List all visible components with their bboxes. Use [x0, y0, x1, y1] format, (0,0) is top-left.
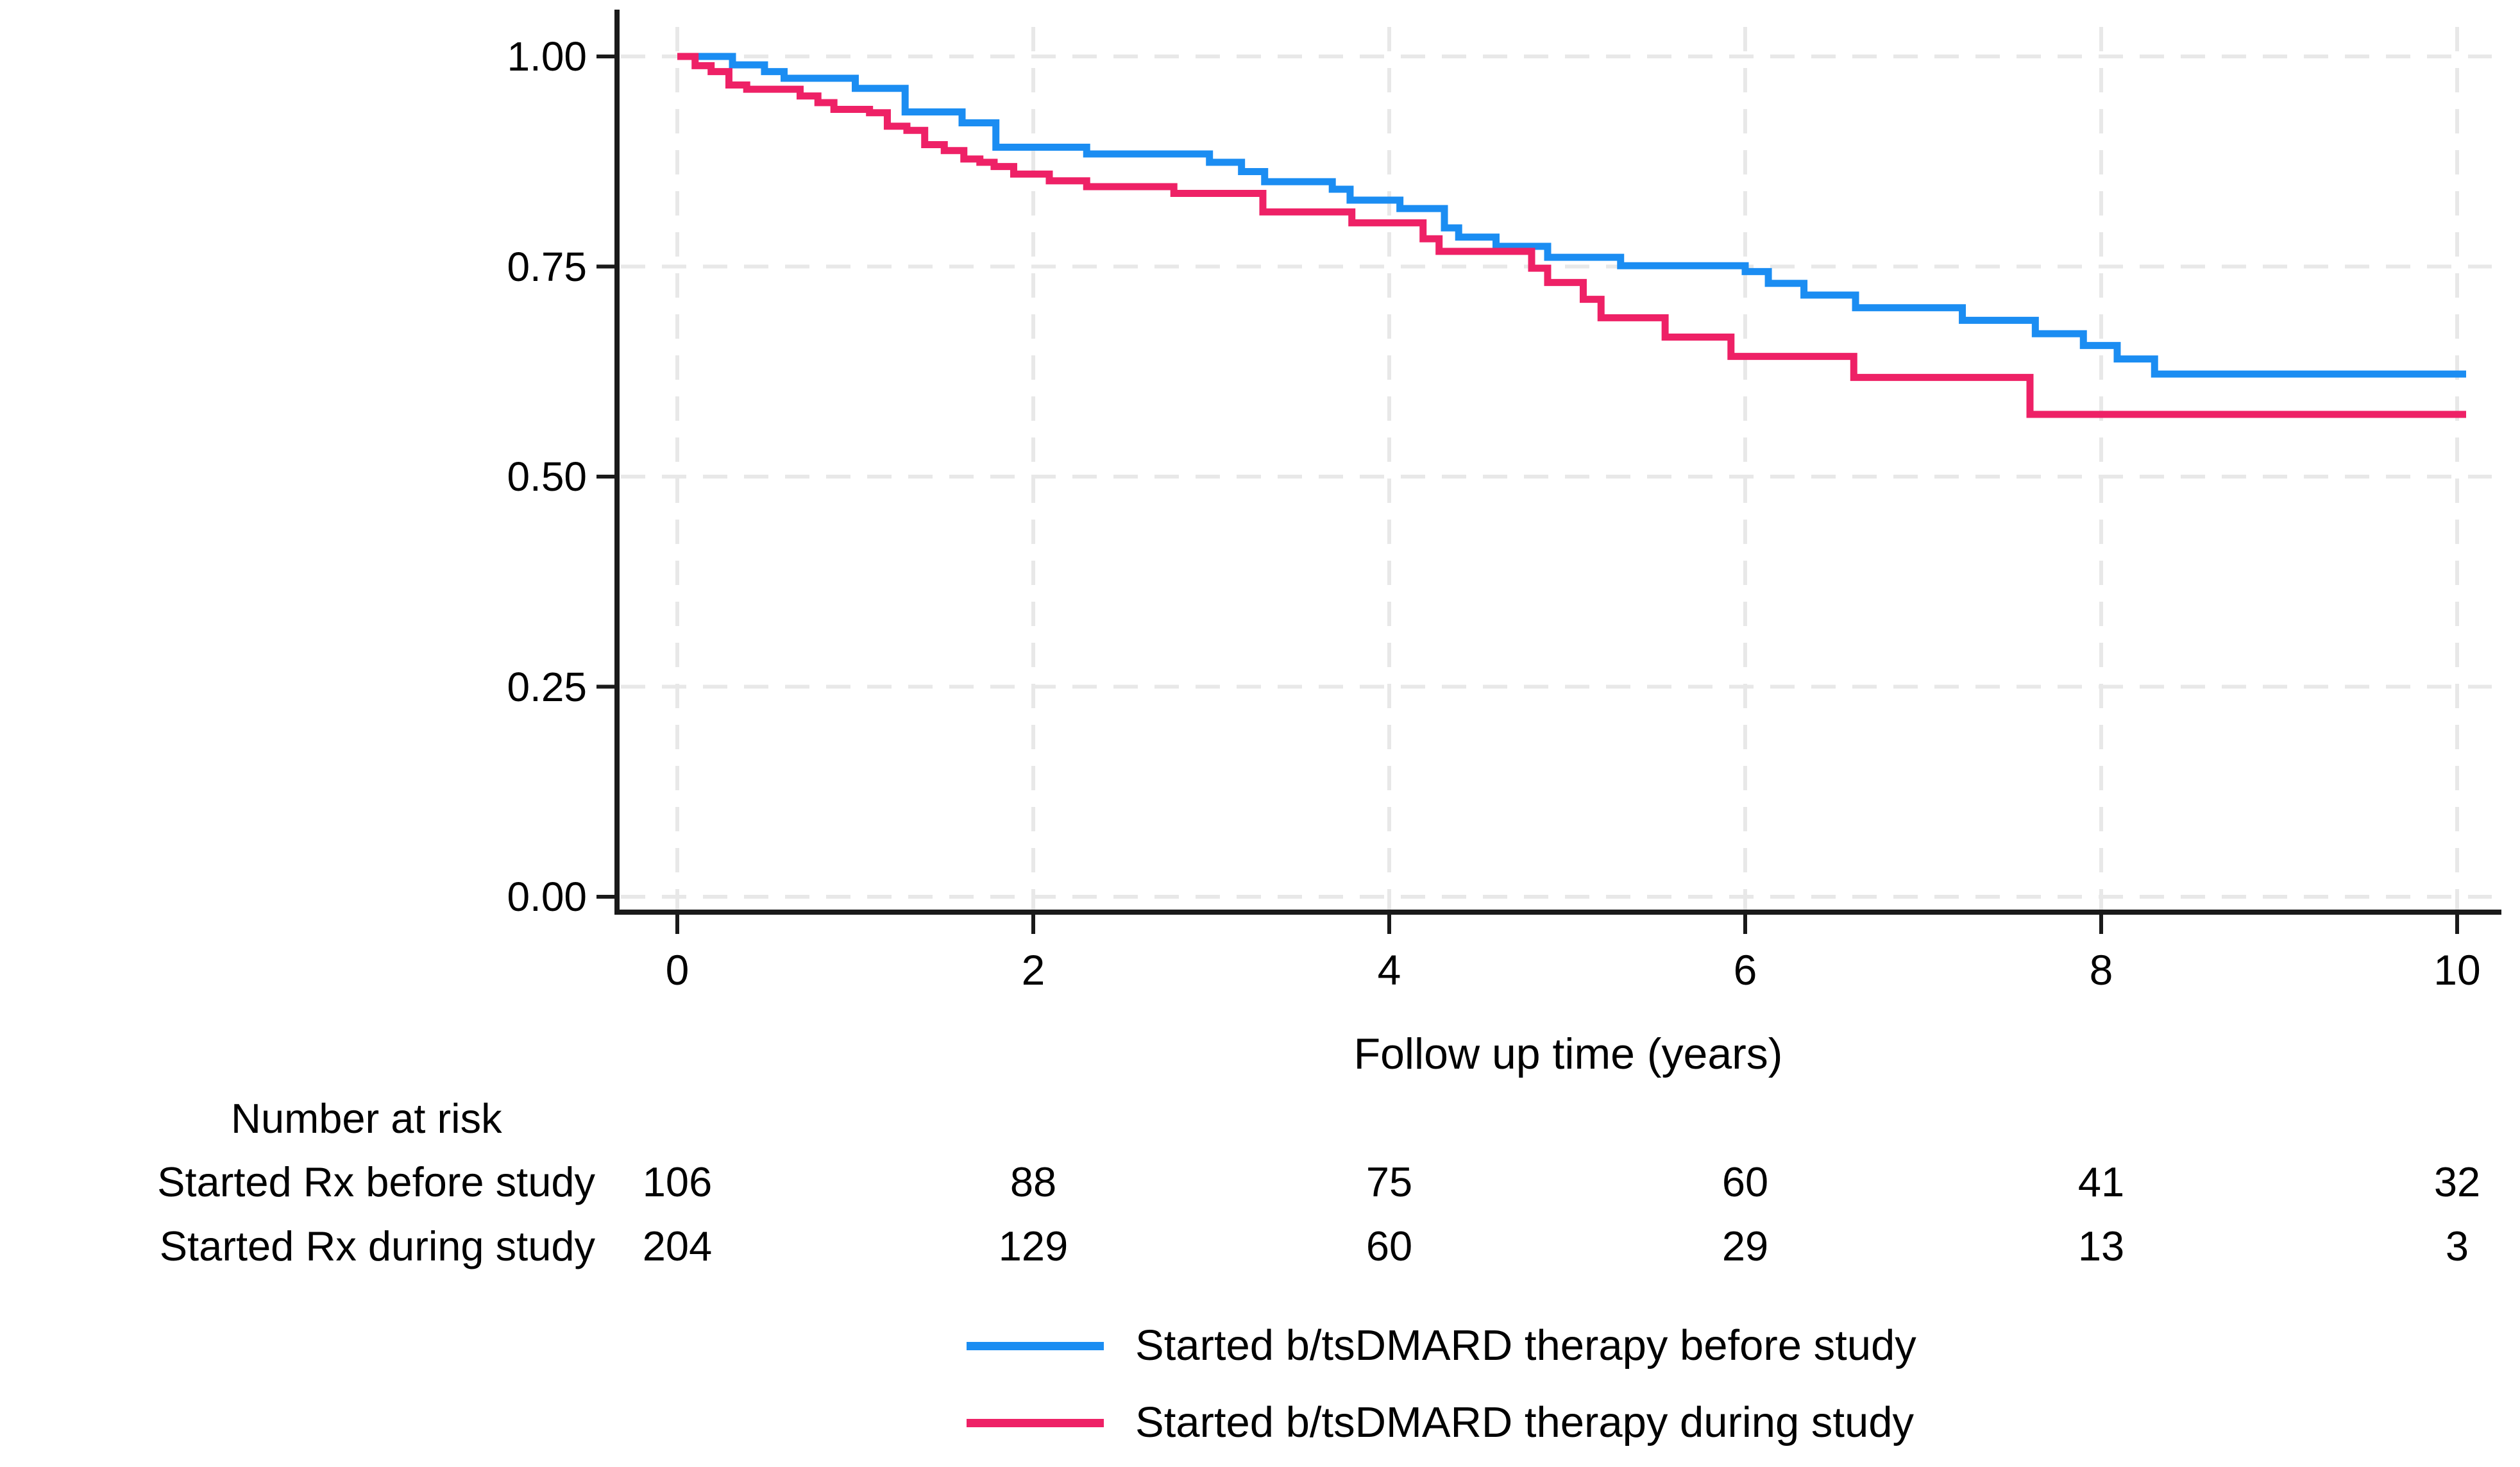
- risk-value: 13: [2077, 1223, 2125, 1269]
- x-axis-tick-label: 4: [1377, 946, 1401, 994]
- risk-value: 32: [2433, 1158, 2481, 1205]
- legend-line-swatch-during: [967, 1419, 1104, 1427]
- risk-row-label-during: Started Rx during study: [159, 1223, 595, 1269]
- risk-value: 60: [1721, 1158, 1769, 1205]
- y-axis-tick-label: 1.00: [507, 33, 587, 80]
- x-axis-tick-label: 10: [2433, 946, 2481, 994]
- risk-value: 129: [998, 1223, 1069, 1269]
- legend-line-swatch-before: [967, 1342, 1104, 1350]
- x-axis-tick-label: 2: [1021, 946, 1045, 994]
- risk-value: 88: [1010, 1158, 1057, 1205]
- y-axis-tick-label: 0.75: [507, 243, 587, 290]
- survival-curve-before: [677, 53, 2466, 378]
- risk-value: 75: [1366, 1158, 1413, 1205]
- x-axis-tick-label: 6: [1733, 946, 1757, 994]
- risk-value: 60: [1366, 1223, 1413, 1269]
- x-axis-tick-label: 8: [2089, 946, 2113, 994]
- risk-value: 29: [1721, 1223, 1769, 1269]
- risk-value: 204: [642, 1223, 713, 1269]
- x-axis-title: Follow up time (years): [1353, 1030, 1783, 1078]
- risk-row-label-before: Started Rx before study: [157, 1158, 595, 1205]
- risk-value: 3: [2445, 1223, 2469, 1269]
- risk-table-title: Number at risk: [231, 1095, 502, 1142]
- survival-curve-during: [677, 53, 2466, 418]
- y-axis-tick-label: 0.25: [507, 663, 587, 710]
- x-axis-tick-label: 0: [665, 946, 689, 994]
- y-axis-tick-label: 0.00: [507, 874, 587, 920]
- legend-label-during: Started b/tsDMARD therapy during study: [1135, 1398, 1914, 1446]
- risk-value: 106: [642, 1158, 713, 1205]
- y-axis-tick-label: 0.50: [507, 454, 587, 500]
- legend-label-before: Started b/tsDMARD therapy before study: [1135, 1321, 1916, 1369]
- risk-value: 41: [2077, 1158, 2125, 1205]
